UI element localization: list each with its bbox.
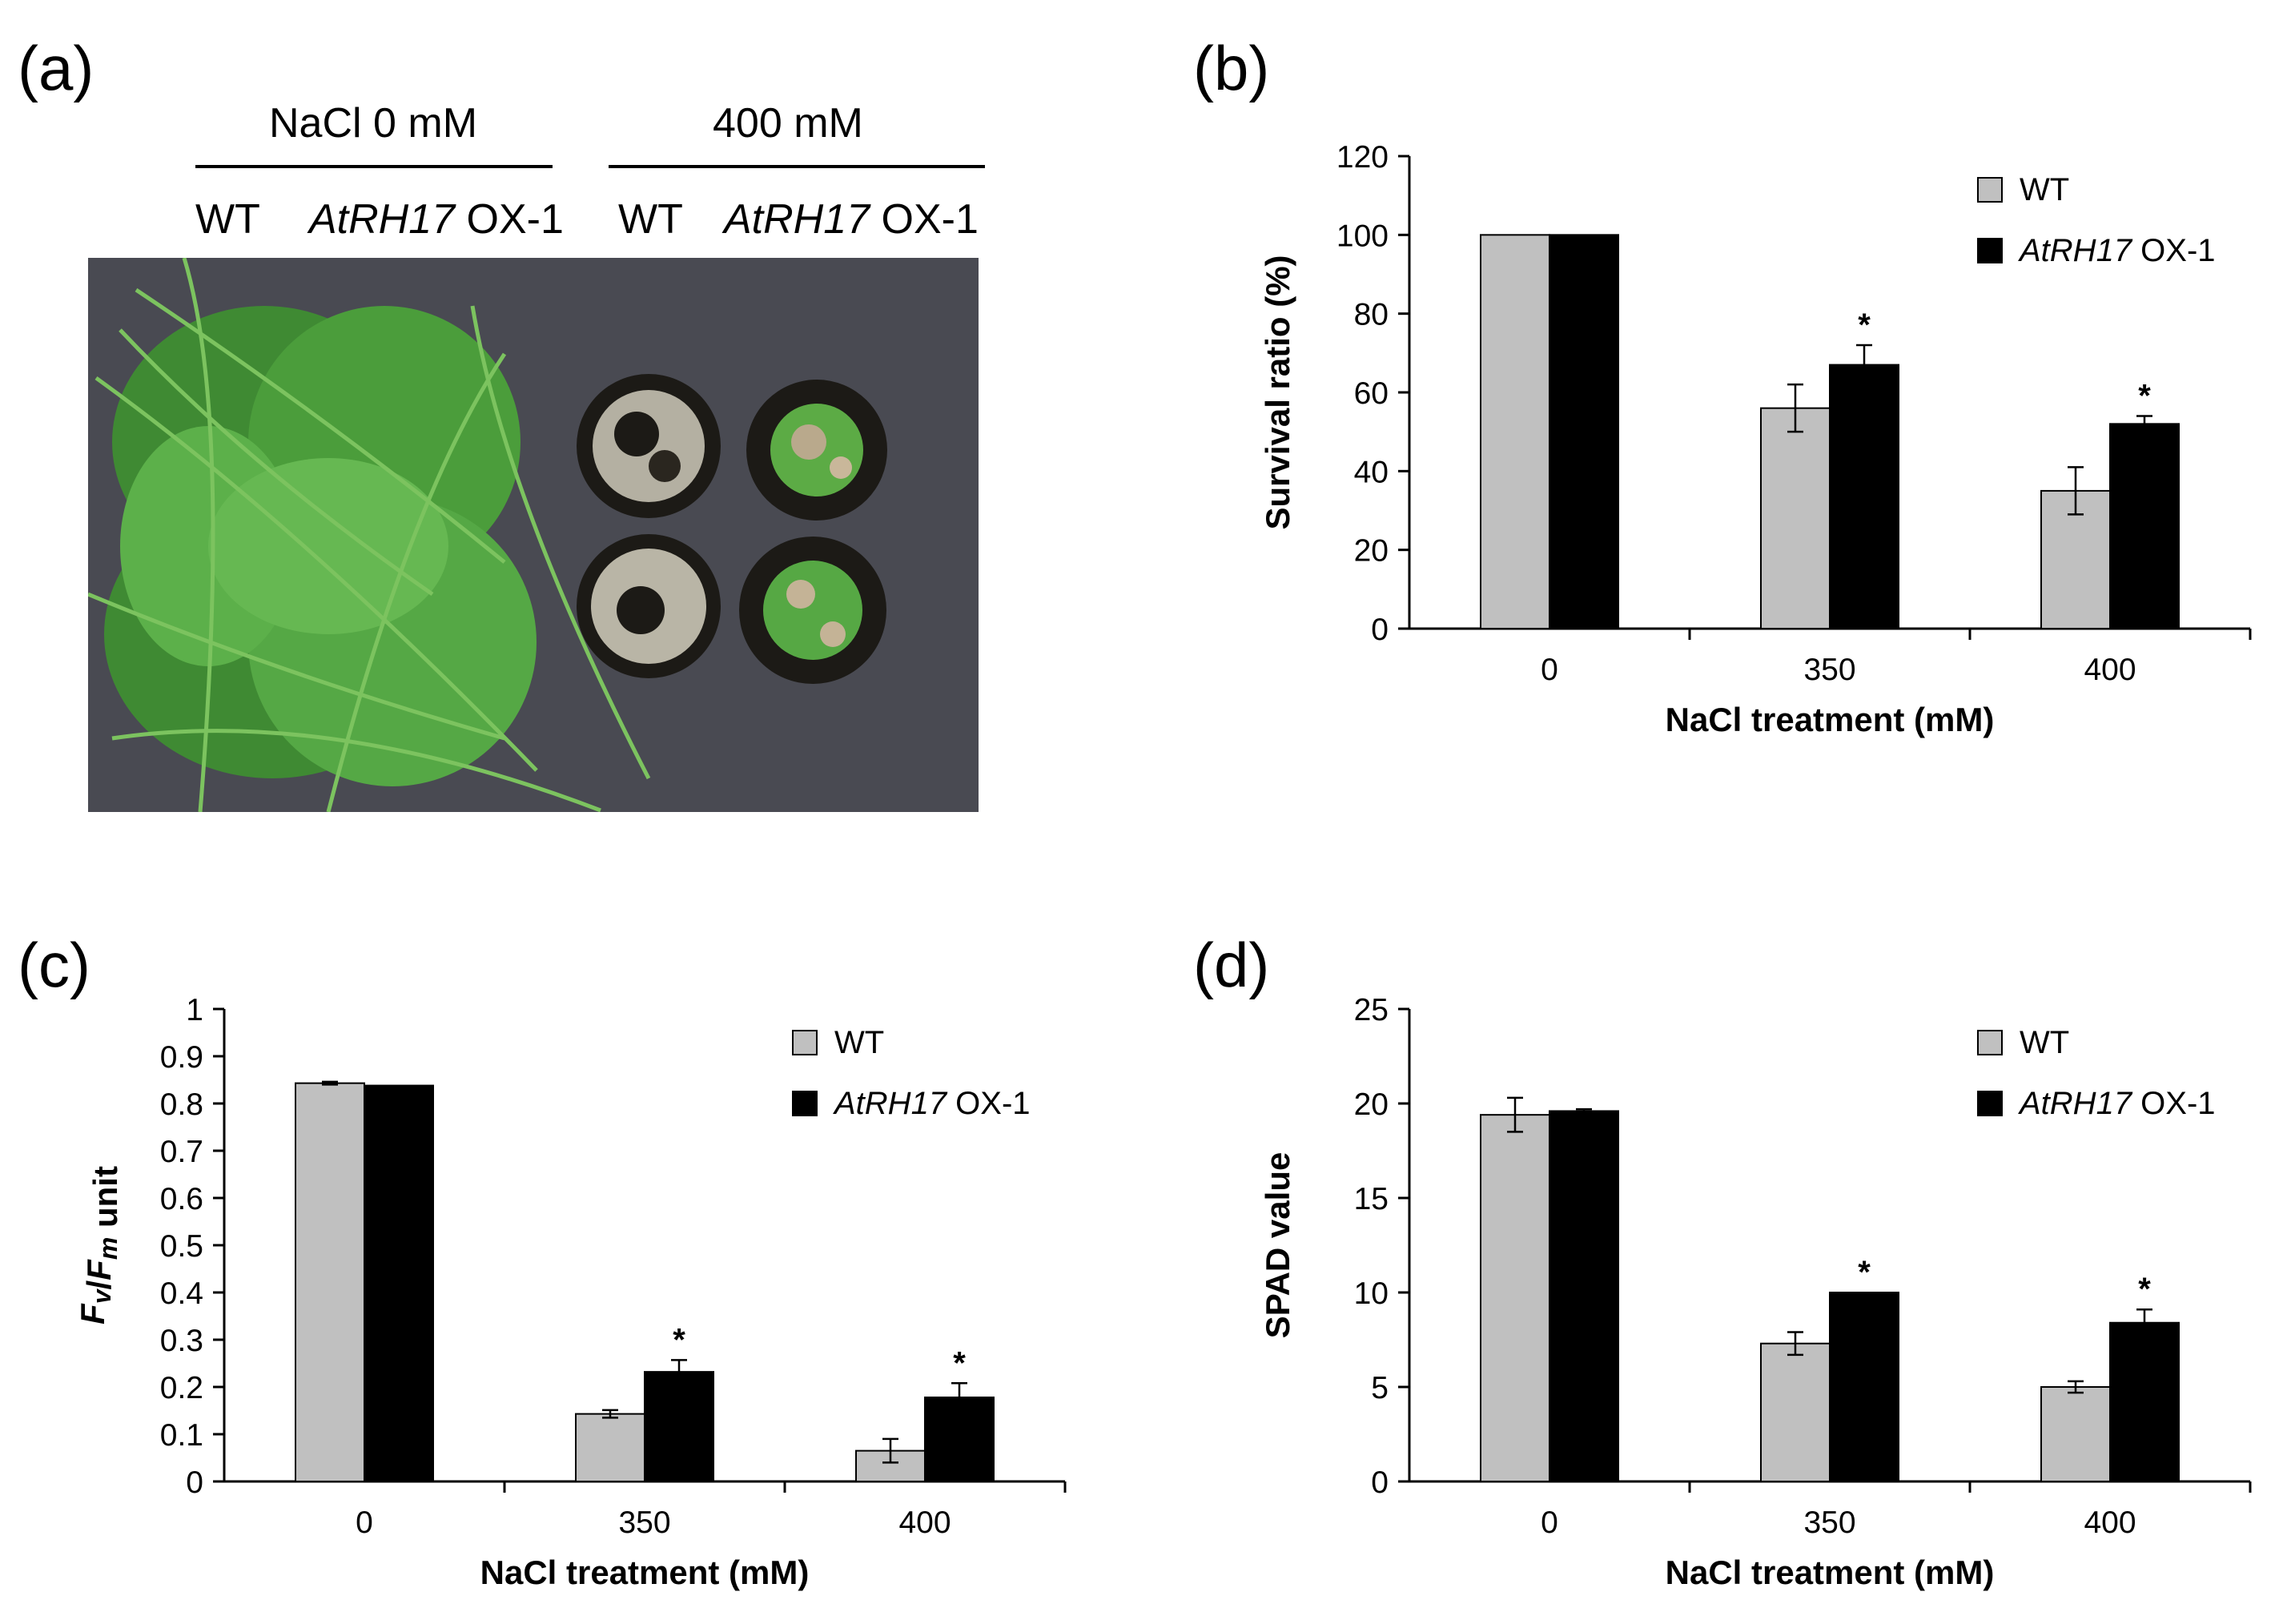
group-underline-left [195,165,553,168]
x-axis-label: NaCl treatment (mM) [1666,701,1995,738]
significance-marker: * [1858,308,1871,343]
healthy-plants [88,258,651,812]
bar-wt [1760,1342,1831,1482]
y-tick-label: 1 [186,993,203,1027]
legend-label-ox: AtRH17 OX-1 [833,1086,1031,1121]
bar-wt [2040,1386,2111,1482]
y-tick-label: 0.6 [160,1182,203,1216]
x-axis-label: NaCl treatment (mM) [1666,1554,1995,1591]
x-tick-label: 0 [356,1505,373,1540]
gene-name: AtRH17 [724,196,870,243]
bar-ox [1829,1292,1899,1482]
x-axis-label: NaCl treatment (mM) [480,1554,810,1591]
legend-label-ox: AtRH17 OX-1 [2018,1086,2216,1121]
fv-fm-chart: 0 0.1 0.2 0.3 0.4 0.5 0.6 0.7 0.8 0.9 1 0 350 * 400 * Na… [74,993,1067,1591]
y-tick-label: 15 [1354,1182,1389,1216]
bar-wt [1760,407,1831,629]
gene-name: AtRH17 [309,196,456,243]
panel-label-b: (b) [1193,33,1270,103]
x-tick-label: 400 [2084,1505,2136,1540]
panel-label-a: (a) [18,33,94,103]
y-tick-label: 10 [1354,1276,1389,1311]
bar-wt [1480,234,1550,629]
y-tick-label: 0 [1371,613,1389,647]
spad-value-chart: 0 5 10 15 20 25 0 350 * 400 * NaCl treatment (mM) SP… [1259,993,2252,1591]
x-tick-label: 350 [1803,653,1855,687]
y-tick-label: 0.3 [160,1324,203,1358]
y-axis-label: Fv/Fm unit [74,1166,124,1325]
significance-marker: * [673,1322,685,1357]
y-tick-label: 60 [1354,376,1389,411]
plant-photo-drawing [88,258,979,812]
x-tick-label: 0 [1541,1505,1558,1540]
legend-label-wt: WT [834,1025,884,1060]
plant-photo [88,258,979,812]
legend-label-wt: WT [2020,1025,2069,1060]
significance-marker: * [1858,1255,1871,1290]
legend-label-wt: WT [2020,172,2069,207]
column-label-ox-right: AtRH17 OX-1 [724,195,979,243]
group-label-nacl-0: NaCl 0 mM [269,100,478,147]
column-label-ox-left: AtRH17 OX-1 [309,195,564,243]
bar-ox [1549,1110,1619,1482]
group-underline-right [609,165,985,168]
bar-ox [924,1396,995,1483]
panel-label-d: (d) [1193,930,1270,1000]
y-tick-label: 40 [1354,455,1389,489]
y-tick-label: 0 [1371,1465,1389,1500]
legend-swatch-wt [792,1030,818,1055]
legend-swatch-wt [1977,1030,2003,1055]
bar-ox [2109,423,2180,630]
significance-marker: * [2138,1272,2151,1307]
y-axis-label: SPAD value [1259,1152,1296,1339]
column-label-wt-left: WT [195,196,260,243]
y-tick-label: 20 [1354,534,1389,569]
y-tick-label: 120 [1336,140,1389,175]
significance-marker: * [2138,379,2151,414]
bar-wt [295,1082,365,1482]
legend-swatch-wt [1977,177,2003,203]
y-tick-label: 0.9 [160,1040,203,1075]
legend-label-ox: AtRH17 OX-1 [2018,233,2216,268]
x-tick-label: 400 [898,1505,951,1540]
y-tick-label: 80 [1354,298,1389,332]
y-axis-label: Survival ratio (%) [1259,255,1296,529]
y-tick-label: 0.2 [160,1371,203,1405]
y-tick-label: 0.7 [160,1135,203,1169]
y-tick-label: 25 [1354,993,1389,1027]
x-tick-label: 350 [1803,1505,1855,1540]
x-tick-label: 0 [1541,653,1558,687]
x-tick-label: 400 [2084,653,2136,687]
bar-wt [575,1413,645,1483]
bar-ox [364,1084,434,1483]
legend-swatch-ox [792,1091,818,1116]
bar-ox [1549,234,1619,629]
bar-ox [2109,1321,2180,1483]
group-label-400: 400 mM [713,100,863,147]
survival-ratio-chart: 0 20 40 60 80 100 120 0 350 * 400 * NaCl treatment (… [1259,140,2252,738]
y-tick-label: 0 [186,1465,203,1500]
y-tick-label: 0.1 [160,1418,203,1453]
significance-marker: * [953,1345,966,1381]
bar-wt [1480,1114,1550,1482]
column-label-wt-right: WT [618,196,683,243]
y-tick-label: 0.5 [160,1229,203,1264]
y-tick-label: 100 [1336,219,1389,253]
y-tick-label: 20 [1354,1087,1389,1122]
line-suffix: OX-1 [455,196,564,243]
legend-swatch-ox [1977,1091,2003,1116]
legend-swatch-ox [1977,238,2003,263]
bar-ox [1829,364,1899,629]
panel-label-c: (c) [18,930,90,1000]
bar-ox [644,1371,714,1482]
salt-treated-pots [577,374,887,684]
y-tick-label: 5 [1371,1371,1389,1405]
y-tick-label: 0.8 [160,1087,203,1122]
x-tick-label: 350 [618,1505,670,1540]
line-suffix: OX-1 [870,196,979,243]
y-tick-label: 0.4 [160,1276,203,1311]
